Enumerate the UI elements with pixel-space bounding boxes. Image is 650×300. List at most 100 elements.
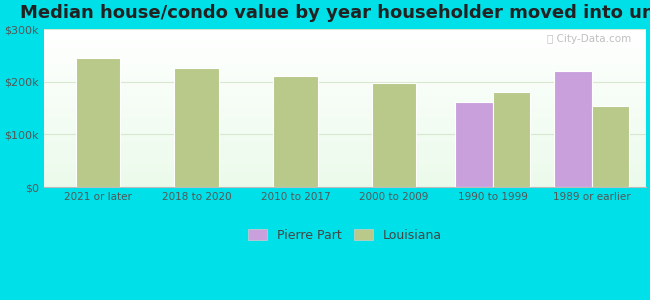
Title: Median house/condo value by year householder moved into unit: Median house/condo value by year househo…: [20, 4, 650, 22]
Bar: [44, 145, 646, 146]
Bar: [44, 56, 646, 57]
Bar: [44, 73, 646, 74]
Bar: [44, 169, 646, 170]
Bar: [44, 64, 646, 65]
Bar: [493, 92, 530, 187]
Bar: [44, 153, 646, 154]
Bar: [44, 45, 646, 46]
Bar: [44, 77, 646, 78]
Bar: [44, 128, 646, 129]
Bar: [44, 61, 646, 62]
Bar: [44, 132, 646, 133]
Bar: [44, 159, 646, 160]
Bar: [44, 112, 646, 113]
Bar: [44, 53, 646, 54]
Bar: [44, 70, 646, 71]
Bar: [44, 154, 646, 155]
Bar: [44, 83, 646, 84]
Bar: [44, 34, 646, 35]
Bar: [44, 156, 646, 157]
Bar: [44, 113, 646, 114]
Bar: [44, 140, 646, 141]
Bar: [44, 165, 646, 166]
Bar: [44, 150, 646, 151]
Bar: [44, 69, 646, 70]
Bar: [44, 72, 646, 73]
Bar: [44, 54, 646, 55]
Bar: [44, 35, 646, 36]
Bar: [44, 186, 646, 187]
Bar: [44, 50, 646, 51]
Bar: [44, 182, 646, 183]
Bar: [44, 185, 646, 186]
Bar: [44, 143, 646, 144]
Bar: [44, 42, 646, 43]
Bar: [44, 61, 646, 62]
Bar: [44, 88, 646, 89]
Bar: [44, 80, 646, 81]
Text: ⓘ City-Data.com: ⓘ City-Data.com: [547, 34, 630, 44]
Legend: Pierre Part, Louisiana: Pierre Part, Louisiana: [243, 224, 447, 247]
Bar: [44, 134, 646, 135]
Bar: [44, 107, 646, 108]
Bar: [372, 83, 416, 187]
Bar: [44, 149, 646, 150]
Bar: [44, 115, 646, 116]
Bar: [44, 98, 646, 99]
Bar: [44, 157, 646, 158]
Bar: [44, 85, 646, 86]
Bar: [44, 144, 646, 145]
Bar: [554, 71, 592, 187]
Bar: [44, 114, 646, 115]
Bar: [44, 123, 646, 124]
Bar: [44, 177, 646, 178]
Bar: [44, 119, 646, 120]
Bar: [44, 74, 646, 75]
Bar: [44, 101, 646, 102]
Bar: [44, 117, 646, 118]
Bar: [44, 146, 646, 147]
Bar: [44, 104, 646, 105]
Bar: [44, 100, 646, 101]
Bar: [44, 96, 646, 97]
Bar: [44, 38, 646, 39]
Bar: [174, 68, 219, 187]
Bar: [44, 87, 646, 88]
Bar: [76, 58, 120, 187]
Bar: [44, 59, 646, 60]
Bar: [44, 57, 646, 58]
Bar: [44, 161, 646, 162]
Bar: [44, 94, 646, 95]
Bar: [44, 65, 646, 66]
Bar: [44, 133, 646, 134]
Bar: [44, 90, 646, 91]
Bar: [44, 29, 646, 30]
Bar: [44, 82, 646, 83]
Bar: [44, 89, 646, 90]
Bar: [44, 55, 646, 56]
Bar: [44, 118, 646, 119]
Bar: [44, 171, 646, 172]
Bar: [44, 66, 646, 67]
Bar: [44, 40, 646, 41]
Bar: [44, 142, 646, 143]
Bar: [44, 62, 646, 63]
Bar: [44, 181, 646, 182]
Bar: [44, 178, 646, 179]
Bar: [44, 138, 646, 139]
Bar: [44, 110, 646, 111]
Bar: [44, 162, 646, 163]
Bar: [44, 124, 646, 125]
Bar: [44, 47, 646, 48]
Bar: [44, 168, 646, 169]
Bar: [44, 180, 646, 181]
Bar: [44, 109, 646, 110]
Bar: [44, 71, 646, 72]
Bar: [44, 37, 646, 38]
Bar: [44, 183, 646, 184]
Bar: [455, 102, 493, 187]
Bar: [44, 111, 646, 112]
Bar: [44, 51, 646, 52]
Bar: [44, 163, 646, 164]
Bar: [44, 155, 646, 156]
